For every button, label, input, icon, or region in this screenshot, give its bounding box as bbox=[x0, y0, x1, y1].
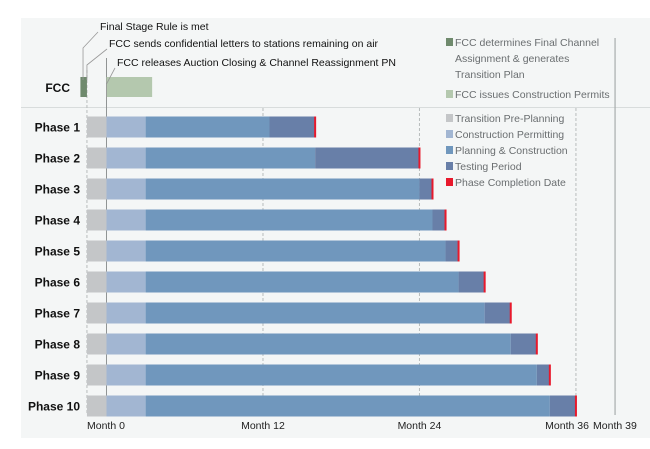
bar-permitting bbox=[106, 178, 146, 200]
completion-marker bbox=[548, 364, 551, 386]
completion-marker bbox=[535, 333, 538, 355]
legend-swatch bbox=[446, 178, 453, 186]
bar-permitting bbox=[106, 271, 146, 293]
bar-construction bbox=[145, 240, 446, 262]
bar-testing bbox=[458, 271, 485, 293]
bar-construction bbox=[145, 271, 459, 293]
bar-testing bbox=[445, 240, 459, 262]
bar-construction bbox=[145, 333, 511, 355]
bar-pre-planning bbox=[86, 178, 107, 200]
legend-swatch bbox=[446, 90, 453, 98]
bar-construction bbox=[145, 364, 537, 386]
annotation-label: Final Stage Rule is met bbox=[100, 21, 209, 33]
legend-label: Assignment & generates bbox=[455, 53, 569, 65]
legend-label: Construction Permitting bbox=[455, 129, 564, 141]
completion-marker bbox=[483, 271, 486, 293]
x-tick-label: Month 36 bbox=[545, 420, 589, 432]
legend-label: Transition Pre-Planning bbox=[455, 113, 564, 125]
bar-construction bbox=[145, 116, 270, 138]
phase-label: Phase 1 bbox=[35, 121, 81, 135]
bar-construction bbox=[145, 209, 433, 231]
bar-pre-planning bbox=[86, 147, 107, 169]
x-tick-label: Month 24 bbox=[398, 420, 442, 432]
completion-marker bbox=[457, 240, 460, 262]
completion-marker bbox=[574, 395, 577, 417]
bar-permitting bbox=[106, 364, 146, 386]
legend-label: FCC determines Final Channel bbox=[455, 37, 599, 49]
bar-construction bbox=[145, 302, 485, 324]
legend-label: Transition Plan bbox=[455, 69, 525, 81]
bar-testing bbox=[510, 333, 537, 355]
phase-label: Phase 7 bbox=[35, 307, 81, 321]
legend-swatch bbox=[446, 146, 453, 154]
bar-pre-planning bbox=[86, 302, 107, 324]
bar-testing bbox=[269, 116, 316, 138]
legend-swatch bbox=[446, 38, 453, 46]
completion-marker bbox=[418, 147, 421, 169]
phase-label: Phase 6 bbox=[35, 276, 81, 290]
bar-pre-planning bbox=[86, 240, 107, 262]
fcc-bar-segment bbox=[106, 77, 153, 97]
phase-label: Phase 9 bbox=[35, 369, 81, 383]
legend-label: Phase Completion Date bbox=[455, 177, 566, 189]
bar-testing bbox=[432, 209, 446, 231]
annotation-label: FCC releases Auction Closing & Channel R… bbox=[117, 57, 396, 69]
bar-testing bbox=[315, 147, 420, 169]
annotation-leader-line bbox=[82, 31, 99, 80]
legend-label: Planning & Construction bbox=[455, 145, 568, 157]
legend-label: FCC issues Construction Permits bbox=[455, 89, 610, 101]
bar-testing bbox=[549, 395, 576, 417]
bar-permitting bbox=[106, 240, 146, 262]
phase-label: Phase 4 bbox=[35, 214, 81, 228]
phase-label: Phase 5 bbox=[35, 245, 81, 259]
x-tick-label: Month 0 bbox=[87, 420, 125, 432]
fcc-bar-segment bbox=[80, 77, 87, 97]
phase-label: Phase 8 bbox=[35, 338, 81, 352]
bar-permitting bbox=[106, 209, 146, 231]
legend-label: Testing Period bbox=[455, 161, 522, 173]
annotation-label: FCC sends confidential letters to statio… bbox=[109, 38, 379, 50]
phase-label: Phase 2 bbox=[35, 152, 81, 166]
bar-pre-planning bbox=[86, 364, 107, 386]
legend-swatch bbox=[446, 162, 453, 170]
bar-testing bbox=[536, 364, 550, 386]
bar-pre-planning bbox=[86, 116, 107, 138]
bar-permitting bbox=[106, 395, 146, 417]
bar-construction bbox=[145, 147, 316, 169]
bar-pre-planning bbox=[86, 395, 107, 417]
completion-marker bbox=[444, 209, 447, 231]
phase-label: Phase 10 bbox=[28, 400, 80, 414]
bar-construction bbox=[145, 178, 420, 200]
completion-marker bbox=[431, 178, 434, 200]
bar-permitting bbox=[106, 333, 146, 355]
x-tick-label: Month 39 bbox=[593, 420, 637, 432]
bar-construction bbox=[145, 395, 550, 417]
bar-permitting bbox=[106, 147, 146, 169]
fcc-row-label: FCC bbox=[45, 81, 70, 95]
bar-permitting bbox=[106, 116, 146, 138]
annotation-leader-line bbox=[86, 48, 108, 80]
bar-testing bbox=[484, 302, 511, 324]
completion-marker bbox=[509, 302, 512, 324]
legend-swatch bbox=[446, 114, 453, 122]
completion-marker bbox=[314, 116, 317, 138]
legend-swatch bbox=[446, 130, 453, 138]
bar-permitting bbox=[106, 302, 146, 324]
x-tick-label: Month 12 bbox=[241, 420, 285, 432]
bar-pre-planning bbox=[86, 209, 107, 231]
bar-pre-planning bbox=[86, 333, 107, 355]
bar-testing bbox=[419, 178, 433, 200]
annotation-leader-line bbox=[106, 67, 116, 100]
phase-label: Phase 3 bbox=[35, 183, 81, 197]
bar-pre-planning bbox=[86, 271, 107, 293]
